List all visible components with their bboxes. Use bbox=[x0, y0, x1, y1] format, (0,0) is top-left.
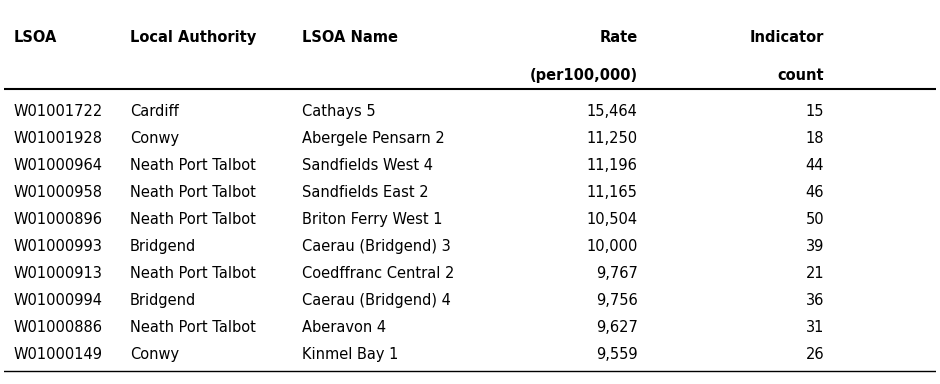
Text: W01000913: W01000913 bbox=[13, 266, 102, 281]
Text: 31: 31 bbox=[806, 320, 824, 335]
Text: Bridgend: Bridgend bbox=[130, 293, 196, 308]
Text: Caerau (Bridgend) 4: Caerau (Bridgend) 4 bbox=[303, 293, 451, 308]
Text: Indicator: Indicator bbox=[750, 30, 824, 45]
Text: 18: 18 bbox=[806, 131, 824, 146]
Text: 15,464: 15,464 bbox=[587, 104, 637, 119]
Text: Local Authority: Local Authority bbox=[130, 30, 257, 45]
Text: 9,559: 9,559 bbox=[596, 347, 637, 362]
Text: W01000994: W01000994 bbox=[13, 293, 102, 308]
Text: 15: 15 bbox=[806, 104, 824, 119]
Text: Neath Port Talbot: Neath Port Talbot bbox=[130, 185, 256, 200]
Text: 11,165: 11,165 bbox=[587, 185, 637, 200]
Text: Conwy: Conwy bbox=[130, 131, 179, 146]
Text: 10,504: 10,504 bbox=[587, 212, 637, 227]
Text: Neath Port Talbot: Neath Port Talbot bbox=[130, 320, 256, 335]
Text: W01000896: W01000896 bbox=[13, 212, 102, 227]
Text: W01000958: W01000958 bbox=[13, 185, 102, 200]
Text: Coedffranc Central 2: Coedffranc Central 2 bbox=[303, 266, 455, 281]
Text: 9,756: 9,756 bbox=[596, 293, 637, 308]
Text: 46: 46 bbox=[806, 185, 824, 200]
Text: Sandfields West 4: Sandfields West 4 bbox=[303, 158, 433, 173]
Text: Kinmel Bay 1: Kinmel Bay 1 bbox=[303, 347, 399, 362]
Text: LSOA Name: LSOA Name bbox=[303, 30, 399, 45]
Text: 11,250: 11,250 bbox=[587, 131, 637, 146]
Text: W01000886: W01000886 bbox=[13, 320, 102, 335]
Text: Neath Port Talbot: Neath Port Talbot bbox=[130, 266, 256, 281]
Text: W01001928: W01001928 bbox=[13, 131, 102, 146]
Text: 36: 36 bbox=[806, 293, 824, 308]
Text: (per100,000): (per100,000) bbox=[529, 68, 637, 83]
Text: Cathays 5: Cathays 5 bbox=[303, 104, 376, 119]
Text: 9,767: 9,767 bbox=[596, 266, 637, 281]
Text: Caerau (Bridgend) 3: Caerau (Bridgend) 3 bbox=[303, 239, 451, 254]
Text: W01000993: W01000993 bbox=[13, 239, 102, 254]
Text: Cardiff: Cardiff bbox=[130, 104, 179, 119]
Text: 26: 26 bbox=[806, 347, 824, 362]
Text: 21: 21 bbox=[806, 266, 824, 281]
Text: 39: 39 bbox=[806, 239, 824, 254]
Text: Bridgend: Bridgend bbox=[130, 239, 196, 254]
Text: Aberavon 4: Aberavon 4 bbox=[303, 320, 386, 335]
Text: 9,627: 9,627 bbox=[596, 320, 637, 335]
Text: LSOA: LSOA bbox=[13, 30, 56, 45]
Text: Neath Port Talbot: Neath Port Talbot bbox=[130, 212, 256, 227]
Text: Rate: Rate bbox=[600, 30, 637, 45]
Text: W01000964: W01000964 bbox=[13, 158, 102, 173]
Text: 44: 44 bbox=[806, 158, 824, 173]
Text: Briton Ferry West 1: Briton Ferry West 1 bbox=[303, 212, 443, 227]
Text: Abergele Pensarn 2: Abergele Pensarn 2 bbox=[303, 131, 445, 146]
Text: 11,196: 11,196 bbox=[587, 158, 637, 173]
Text: Conwy: Conwy bbox=[130, 347, 179, 362]
Text: 50: 50 bbox=[806, 212, 824, 227]
Text: 10,000: 10,000 bbox=[587, 239, 637, 254]
Text: Neath Port Talbot: Neath Port Talbot bbox=[130, 158, 256, 173]
Text: W01001722: W01001722 bbox=[13, 104, 102, 119]
Text: Sandfields East 2: Sandfields East 2 bbox=[303, 185, 429, 200]
Text: count: count bbox=[777, 68, 824, 83]
Text: W01000149: W01000149 bbox=[13, 347, 102, 362]
